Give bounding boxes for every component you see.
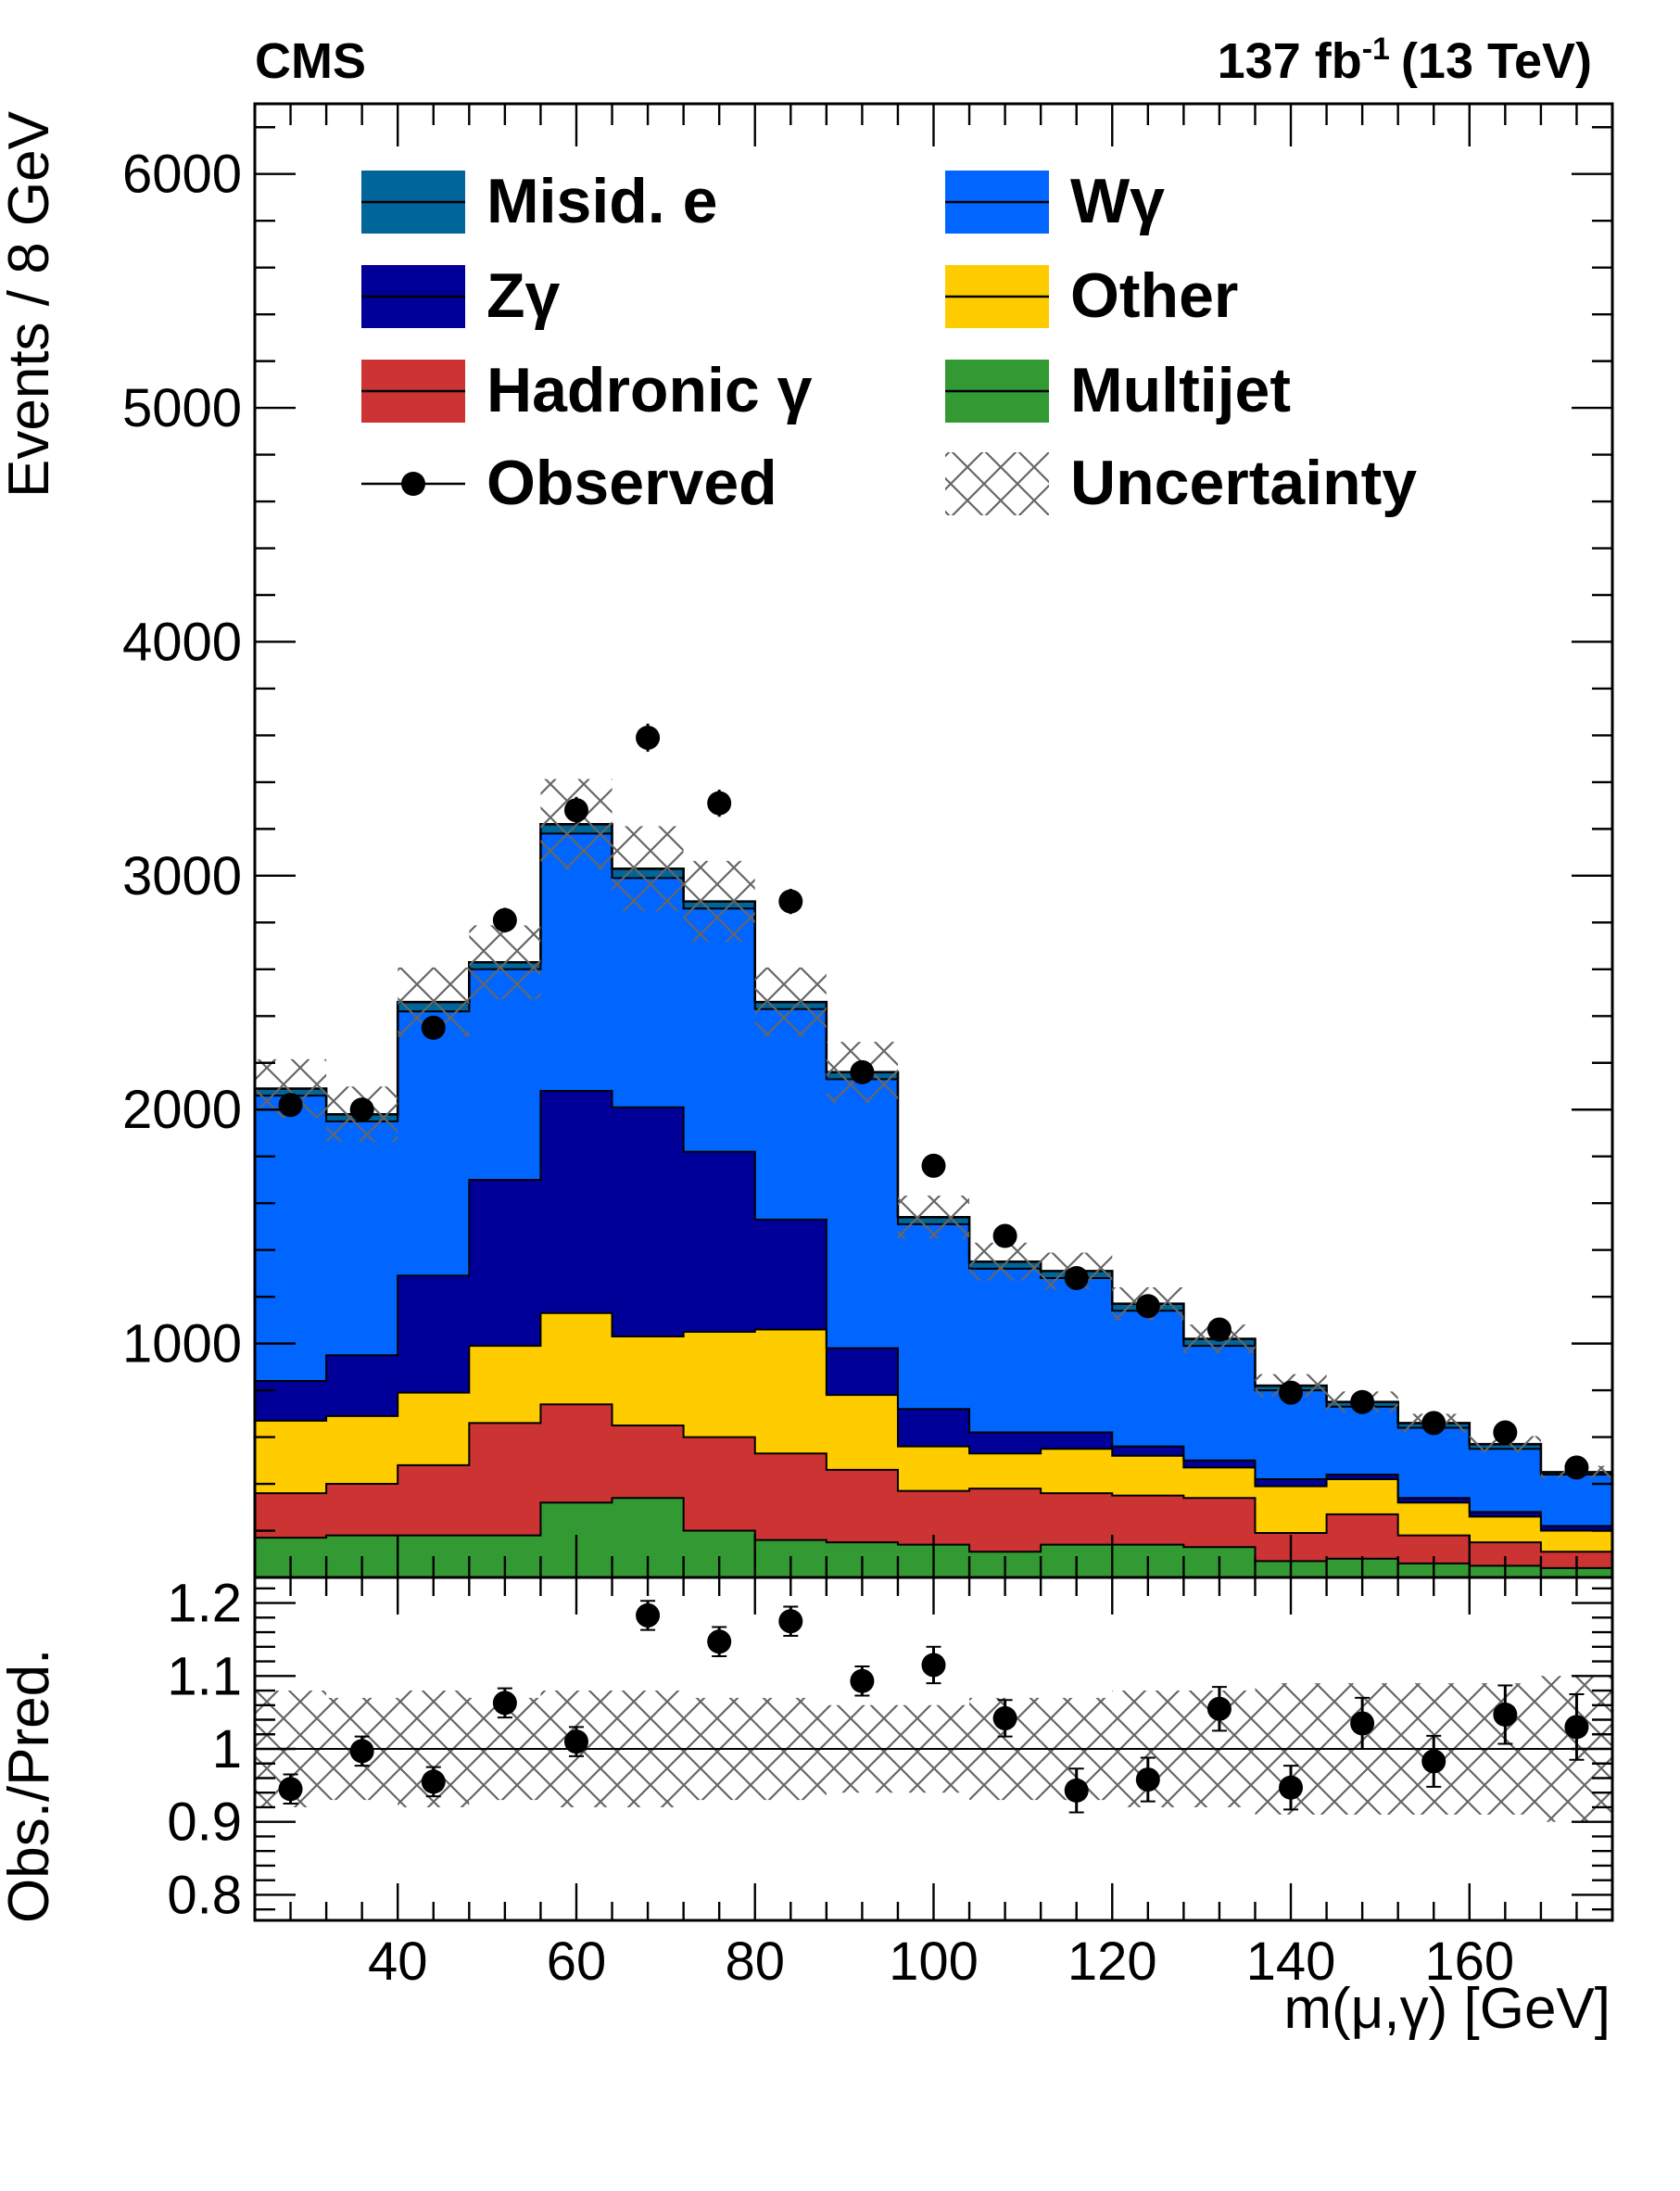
ratio-point-6	[707, 1629, 732, 1654]
legend-label-hadronic: Hadronic γ	[486, 355, 813, 425]
y-tick-label-1000: 1000	[122, 1314, 242, 1374]
ratio-point-3	[492, 1691, 517, 1716]
x-tick-label-160: 160	[1424, 1931, 1514, 1992]
luminosity-label: 137 fb-1 (13 TeV)	[1218, 32, 1592, 89]
observed-point-1	[349, 1097, 374, 1122]
observed-point-9	[921, 1153, 946, 1178]
y-axis-label-ratio: Obs./Pred.	[0, 1649, 61, 1923]
observed-point-13	[1206, 1317, 1232, 1342]
legend-label-observed: Observed	[486, 448, 777, 518]
ratio-point-11	[1064, 1778, 1089, 1803]
observed-point-0	[278, 1093, 303, 1118]
ratio-y-tick-label-1: 1	[212, 1719, 242, 1779]
stack-layer	[255, 823, 1612, 1577]
observed-points-main	[278, 723, 1589, 1480]
legend-label-multijet: Multijet	[1070, 355, 1291, 425]
observed-point-17	[1493, 1420, 1518, 1445]
y-tick-label-4000: 4000	[122, 612, 242, 672]
ratio-point-8	[850, 1668, 875, 1693]
ratio-point-2	[421, 1769, 446, 1794]
legend-label-w: Wγ	[1070, 166, 1165, 236]
y-tick-label-3000: 3000	[122, 846, 242, 906]
observed-point-2	[421, 1015, 446, 1040]
observed-points-ratio	[278, 1600, 1589, 1814]
outline-z	[255, 1090, 1612, 1527]
ratio-point-7	[778, 1609, 803, 1634]
observed-point-7	[778, 889, 803, 914]
legend-label-other: Other	[1070, 260, 1238, 331]
ratio-point-16	[1421, 1749, 1446, 1774]
energy-label: (13 TeV)	[1401, 33, 1592, 89]
legend-marker-observed	[401, 472, 425, 496]
ratio-y-tick-label-1.2: 1.2	[167, 1574, 242, 1634]
legend-label-misid-e: Misid. e	[486, 166, 717, 236]
x-tick-label-80: 80	[725, 1931, 785, 1992]
observed-point-5	[636, 725, 661, 750]
axes-main: 1000 2000 3000 4000 5000 6000	[122, 104, 1614, 1579]
observed-point-11	[1064, 1265, 1089, 1290]
outline-other	[255, 1311, 1612, 1532]
x-tick-label-120: 120	[1067, 1931, 1157, 1992]
x-tick-label-60: 60	[547, 1931, 607, 1992]
luminosity-exponent: -1	[1362, 32, 1390, 67]
ratio-point-4	[563, 1729, 588, 1754]
legend-swatch-uncertainty	[945, 452, 1049, 515]
observed-point-12	[1135, 1294, 1160, 1319]
main-panel: Misid. e Wγ Zγ Other Hadronic γ Multijet Obser…	[0, 102, 1614, 1579]
y-axis-label-main: Events / 8 GeV	[0, 110, 61, 498]
ratio-point-1	[349, 1739, 374, 1764]
y-tick-label-6000: 6000	[122, 145, 242, 205]
observed-point-3	[492, 907, 517, 932]
ratio-y-tick-label-1.1: 1.1	[167, 1646, 242, 1706]
observed-point-8	[850, 1059, 875, 1084]
outline-hadronic	[255, 1403, 1612, 1553]
experiment-label: CMS	[255, 33, 366, 89]
ratio-point-9	[921, 1653, 946, 1678]
uncertainty-main-10	[969, 1242, 1042, 1281]
legend-label-uncertainty: Uncertainty	[1070, 448, 1417, 518]
observed-point-18	[1564, 1455, 1589, 1480]
x-tick-label-100: 100	[889, 1931, 979, 1992]
ratio-point-13	[1206, 1696, 1232, 1721]
ratio-point-18	[1564, 1715, 1589, 1740]
uncertainty-main-9	[897, 1196, 970, 1239]
observed-point-15	[1350, 1389, 1375, 1414]
ratio-point-15	[1350, 1711, 1375, 1736]
uncertainty-main-4	[540, 779, 613, 870]
ratio-point-17	[1493, 1703, 1518, 1727]
ratio-y-tick-label-0.9: 0.9	[167, 1792, 242, 1853]
uncertainty-main-5	[612, 826, 684, 912]
observed-point-14	[1279, 1380, 1304, 1405]
uncertainty-main-7	[754, 967, 827, 1037]
uncertainty-main-6	[683, 860, 755, 943]
y-tick-label-5000: 5000	[122, 378, 242, 438]
x-axis-label: m(μ,γ) [GeV]	[1283, 1977, 1611, 2041]
luminosity-value: 137 fb	[1218, 33, 1362, 89]
legend-label-z: Zγ	[486, 260, 561, 331]
observed-point-4	[563, 798, 588, 823]
ratio-point-12	[1135, 1767, 1160, 1792]
ratio-point-14	[1279, 1775, 1304, 1800]
ratio-panel: 0.8 0.9 1 1.1 1.2 40 60 80 100 120 140 160 Obs./Pre…	[0, 1574, 1614, 1992]
observed-point-6	[707, 791, 732, 816]
observed-point-10	[992, 1223, 1017, 1248]
x-tick-label-140: 140	[1246, 1931, 1336, 1992]
ratio-point-5	[636, 1602, 661, 1627]
observed-point-16	[1421, 1411, 1446, 1436]
ratio-point-0	[278, 1777, 303, 1802]
ratio-point-10	[992, 1705, 1017, 1730]
y-tick-label-2000: 2000	[122, 1080, 242, 1140]
legend: Misid. e Wγ Zγ Other Hadronic γ Multijet Obser…	[361, 166, 1417, 518]
uncertainty-main-3	[469, 925, 541, 1000]
x-tick-label-40: 40	[368, 1931, 428, 1992]
ratio-y-tick-label-0.8: 0.8	[167, 1865, 242, 1925]
axes-ratio: 0.8 0.9 1 1.1 1.2 40 60 80 100 120 140 160	[167, 1574, 1614, 1992]
